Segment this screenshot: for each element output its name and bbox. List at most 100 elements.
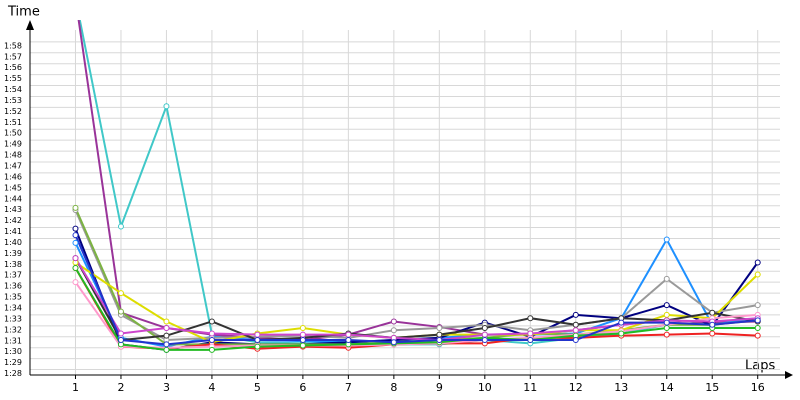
y-tick-label: 1:53 <box>4 96 22 105</box>
x-tick-label: 1 <box>72 381 79 394</box>
y-tick-label: 1:31 <box>4 336 22 345</box>
data-point <box>72 204 79 211</box>
x-tick-label: 2 <box>117 381 124 394</box>
y-tick-label: 1:34 <box>4 304 22 313</box>
data-point <box>754 332 761 339</box>
series-line <box>74 281 758 349</box>
data-point <box>481 337 488 344</box>
data-point <box>254 343 261 350</box>
y-tick-label: 1:58 <box>4 41 22 50</box>
y-tick-label: 1:49 <box>4 140 22 149</box>
x-tick-label: 13 <box>614 381 628 394</box>
y-tick-label: 1:47 <box>4 162 22 171</box>
y-tick-label: 1:42 <box>4 216 22 225</box>
data-point <box>436 325 443 332</box>
data-point <box>72 239 79 246</box>
data-point <box>663 331 670 338</box>
data-point <box>208 318 215 325</box>
data-point <box>481 325 488 332</box>
data-point <box>299 331 306 338</box>
data-point <box>163 346 170 353</box>
data-point <box>72 264 79 271</box>
y-tick-label: 1:55 <box>4 74 22 83</box>
data-point <box>481 331 488 338</box>
y-tick-label: 1:51 <box>4 118 22 127</box>
data-point <box>709 309 716 316</box>
y-axis-arrow <box>26 20 34 30</box>
data-point <box>390 327 397 334</box>
x-tick-label: 10 <box>478 381 492 394</box>
series-line <box>74 209 758 342</box>
data-point <box>572 327 579 334</box>
data-point <box>527 315 534 322</box>
data-point <box>117 290 124 297</box>
data-point <box>663 319 670 326</box>
y-tick-label: 1:40 <box>4 238 22 247</box>
y-tick-label: 1:36 <box>4 282 22 291</box>
data-point <box>163 103 170 110</box>
data-point <box>663 275 670 282</box>
x-tick-label: 11 <box>523 381 537 394</box>
data-point <box>754 259 761 266</box>
y-tick-label: 1:30 <box>4 347 22 356</box>
y-tick-label: 1:43 <box>4 205 22 214</box>
x-tick-label: 16 <box>751 381 765 394</box>
x-tick-label: 8 <box>390 381 397 394</box>
x-tick-label: 7 <box>345 381 352 394</box>
data-point <box>208 330 215 337</box>
data-point <box>754 325 761 332</box>
data-point <box>754 317 761 324</box>
data-point <box>754 302 761 309</box>
data-point <box>117 308 124 315</box>
data-point <box>572 337 579 344</box>
y-tick-label: 1:45 <box>4 183 22 192</box>
series-line <box>74 234 758 346</box>
y-tick-label: 1:50 <box>4 129 22 138</box>
data-point <box>117 330 124 337</box>
data-point <box>208 337 215 344</box>
data-point <box>254 331 261 338</box>
data-point <box>117 223 124 230</box>
data-point <box>527 337 534 344</box>
data-point <box>163 341 170 348</box>
series-line <box>74 267 758 351</box>
x-axis-arrow <box>785 371 793 379</box>
y-tick-label: 1:46 <box>4 172 22 181</box>
data-point <box>299 337 306 344</box>
data-point <box>299 342 306 349</box>
y-axis-label: Time <box>7 5 40 20</box>
data-point <box>254 337 261 344</box>
series-line <box>74 257 758 342</box>
y-tick-label: 1:29 <box>4 358 22 367</box>
y-tick-label: 1:48 <box>4 151 22 160</box>
data-point <box>163 318 170 325</box>
data-point <box>618 319 625 326</box>
y-tick-label: 1:52 <box>4 107 22 116</box>
x-tick-label: 9 <box>436 381 443 394</box>
data-point <box>709 321 716 328</box>
data-point <box>709 330 716 337</box>
data-point <box>754 271 761 278</box>
data-point <box>436 337 443 344</box>
data-point <box>163 332 170 339</box>
y-tick-label: 1:56 <box>4 63 22 72</box>
data-point <box>208 346 215 353</box>
x-tick-label: 5 <box>254 381 261 394</box>
data-point <box>163 325 170 332</box>
data-point <box>618 330 625 337</box>
data-point <box>527 330 534 337</box>
data-point <box>345 331 352 338</box>
x-axis-label: Laps <box>745 359 775 374</box>
y-tick-label: 1:33 <box>4 314 22 323</box>
data-point <box>663 325 670 332</box>
data-point <box>299 325 306 332</box>
data-point <box>72 232 79 239</box>
y-tick-label: 1:39 <box>4 249 22 258</box>
y-tick-label: 1:35 <box>4 293 22 302</box>
y-tick-label: 1:54 <box>4 85 22 94</box>
data-point <box>117 337 124 344</box>
data-point <box>436 331 443 338</box>
data-point <box>72 225 79 232</box>
data-point <box>72 255 79 262</box>
